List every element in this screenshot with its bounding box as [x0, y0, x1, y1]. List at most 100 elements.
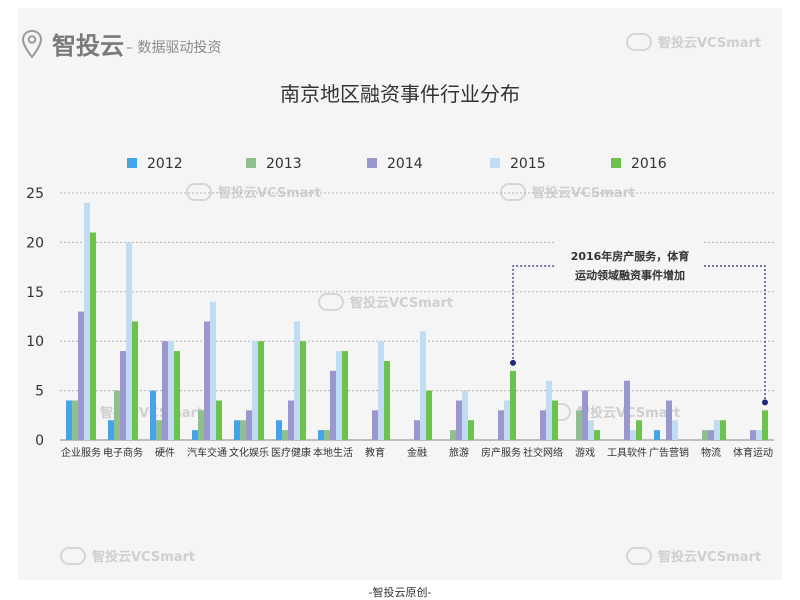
cloud-icon	[60, 546, 86, 565]
watermark-bottom-left: 智投云VCSmart	[60, 546, 195, 565]
cloud-icon	[500, 182, 526, 201]
bar	[576, 410, 582, 440]
bar	[546, 380, 552, 440]
legend-label: 2014	[387, 156, 423, 172]
bar	[636, 420, 642, 440]
cloud-icon	[626, 546, 652, 565]
bar	[150, 390, 156, 440]
bar	[168, 341, 174, 440]
bar	[756, 430, 762, 440]
x-tick-label: 硬件	[155, 447, 175, 459]
bar	[456, 400, 462, 440]
watermark-label: 智投云VCSmart	[658, 36, 762, 51]
bar	[630, 430, 636, 440]
bar	[708, 430, 714, 440]
bar	[132, 321, 138, 440]
legend-swatch	[490, 158, 500, 168]
bar	[594, 430, 600, 440]
bar	[666, 400, 672, 440]
x-tick-label: 房产服务	[481, 446, 521, 459]
bar	[384, 360, 390, 440]
bar	[330, 370, 336, 440]
x-tick-label: 汽车交通	[187, 446, 227, 459]
bar	[498, 410, 504, 440]
legend-swatch	[367, 158, 377, 168]
bar	[552, 400, 558, 440]
bar	[162, 341, 168, 440]
watermark: 智投云VCSmart	[500, 182, 635, 201]
cloud-icon	[186, 182, 212, 201]
bar	[204, 321, 210, 440]
bar	[654, 430, 660, 440]
x-axis: 企业服务 电子商务 硬件 汽车交通 文化娱乐 医疗健康 本地生活 教育 金融 旅游 房产服务 社交网络…	[61, 446, 773, 459]
bar	[300, 341, 306, 440]
bar	[288, 400, 294, 440]
watermark-label: 智投云VCSmart	[532, 186, 636, 201]
bar	[246, 410, 252, 440]
y-tick-label: 15	[26, 285, 44, 301]
annotation-dot	[762, 399, 768, 406]
bar	[78, 311, 84, 440]
bar	[762, 410, 768, 440]
legend-label: 2015	[510, 156, 546, 172]
bar	[468, 420, 474, 440]
legend-label: 2016	[631, 156, 667, 172]
bar	[702, 430, 708, 440]
bar	[450, 430, 456, 440]
bar	[324, 430, 330, 440]
bar	[318, 430, 324, 440]
cloud-icon	[318, 292, 344, 311]
x-tick-label: 电子商务	[103, 446, 143, 459]
cloud-icon	[626, 32, 652, 51]
x-tick-label: 游戏	[575, 446, 595, 459]
x-tick-label: 广告营销	[649, 446, 689, 459]
y-tick-label: 0	[35, 433, 44, 449]
watermark-label: 智投云VCSmart	[92, 550, 196, 565]
location-pin-icon	[22, 29, 42, 58]
x-tick-label: 医疗健康	[271, 446, 311, 459]
y-axis: 0 5 10 15 20 25	[26, 186, 44, 449]
footer-credit: -智投云原创-	[368, 586, 432, 599]
bar	[84, 202, 90, 440]
legend-swatch	[127, 158, 137, 168]
y-tick-label: 5	[35, 384, 44, 400]
bar	[90, 232, 96, 440]
brand-header: 智投云 – 数据驱动投资	[22, 26, 221, 61]
bar	[714, 420, 720, 440]
x-tick-label: 旅游	[449, 446, 469, 459]
bar	[372, 410, 378, 440]
watermark-bottom-right: 智投云VCSmart	[626, 546, 761, 565]
bar	[588, 420, 594, 440]
bar	[282, 430, 288, 440]
x-tick-label: 本地生活	[313, 446, 353, 459]
x-tick-label: 体育运动	[733, 446, 773, 459]
x-tick-label: 文化娱乐	[229, 446, 269, 459]
legend-swatch	[246, 158, 256, 168]
bar	[210, 301, 216, 440]
watermark-top-right: 智投云VCSmart	[626, 32, 761, 51]
bar	[252, 341, 258, 440]
annotation-box	[556, 240, 704, 286]
brand-name: 智投云	[52, 32, 124, 60]
bar	[258, 341, 264, 440]
bar	[198, 410, 204, 440]
legend-label: 2012	[147, 156, 183, 172]
bar	[192, 430, 198, 440]
watermark-label: 智投云VCSmart	[658, 550, 762, 565]
bar	[240, 420, 246, 440]
annotation-connector	[512, 265, 556, 363]
legend-label: 2013	[266, 156, 302, 172]
bar	[108, 420, 114, 440]
annotation-line-1: 2016年房产服务，体育	[571, 249, 690, 263]
x-tick-label: 企业服务	[61, 446, 101, 459]
bar	[342, 351, 348, 440]
y-tick-label: 10	[26, 334, 44, 350]
bar	[462, 390, 468, 440]
legend-swatch	[611, 158, 621, 168]
bar	[72, 400, 78, 440]
bar	[120, 351, 126, 440]
x-tick-label: 教育	[365, 446, 385, 459]
bar	[672, 420, 678, 440]
bar	[750, 430, 756, 440]
